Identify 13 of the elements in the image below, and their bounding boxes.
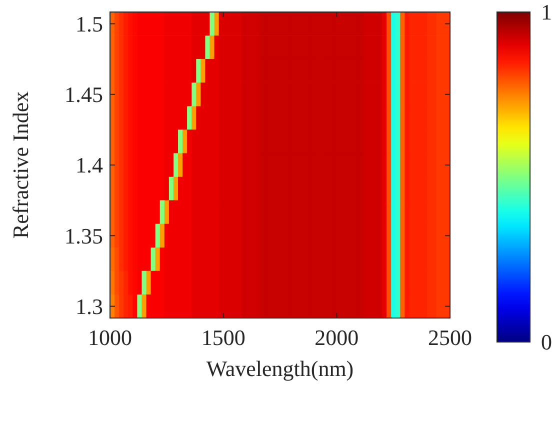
color-bar-label: 0 bbox=[541, 330, 552, 355]
x-tick-label: 1500 bbox=[201, 325, 246, 350]
color-bar-label: 1 bbox=[541, 0, 552, 25]
y-tick-label: 1.5 bbox=[76, 11, 103, 36]
y-tick-label: 1.4 bbox=[76, 152, 103, 178]
x-tick-label: 2000 bbox=[314, 325, 359, 350]
y-tick-label: 1.3 bbox=[76, 294, 103, 319]
x-axis-title: Wavelength(nm) bbox=[206, 356, 354, 381]
y-tick-label: 1.35 bbox=[64, 223, 103, 248]
y-axis-title: Refractive Index bbox=[8, 91, 33, 239]
x-tick-label: 1000 bbox=[88, 325, 132, 350]
x-tick-label: 2500 bbox=[428, 325, 472, 350]
y-tick-label: 1.45 bbox=[64, 82, 103, 108]
